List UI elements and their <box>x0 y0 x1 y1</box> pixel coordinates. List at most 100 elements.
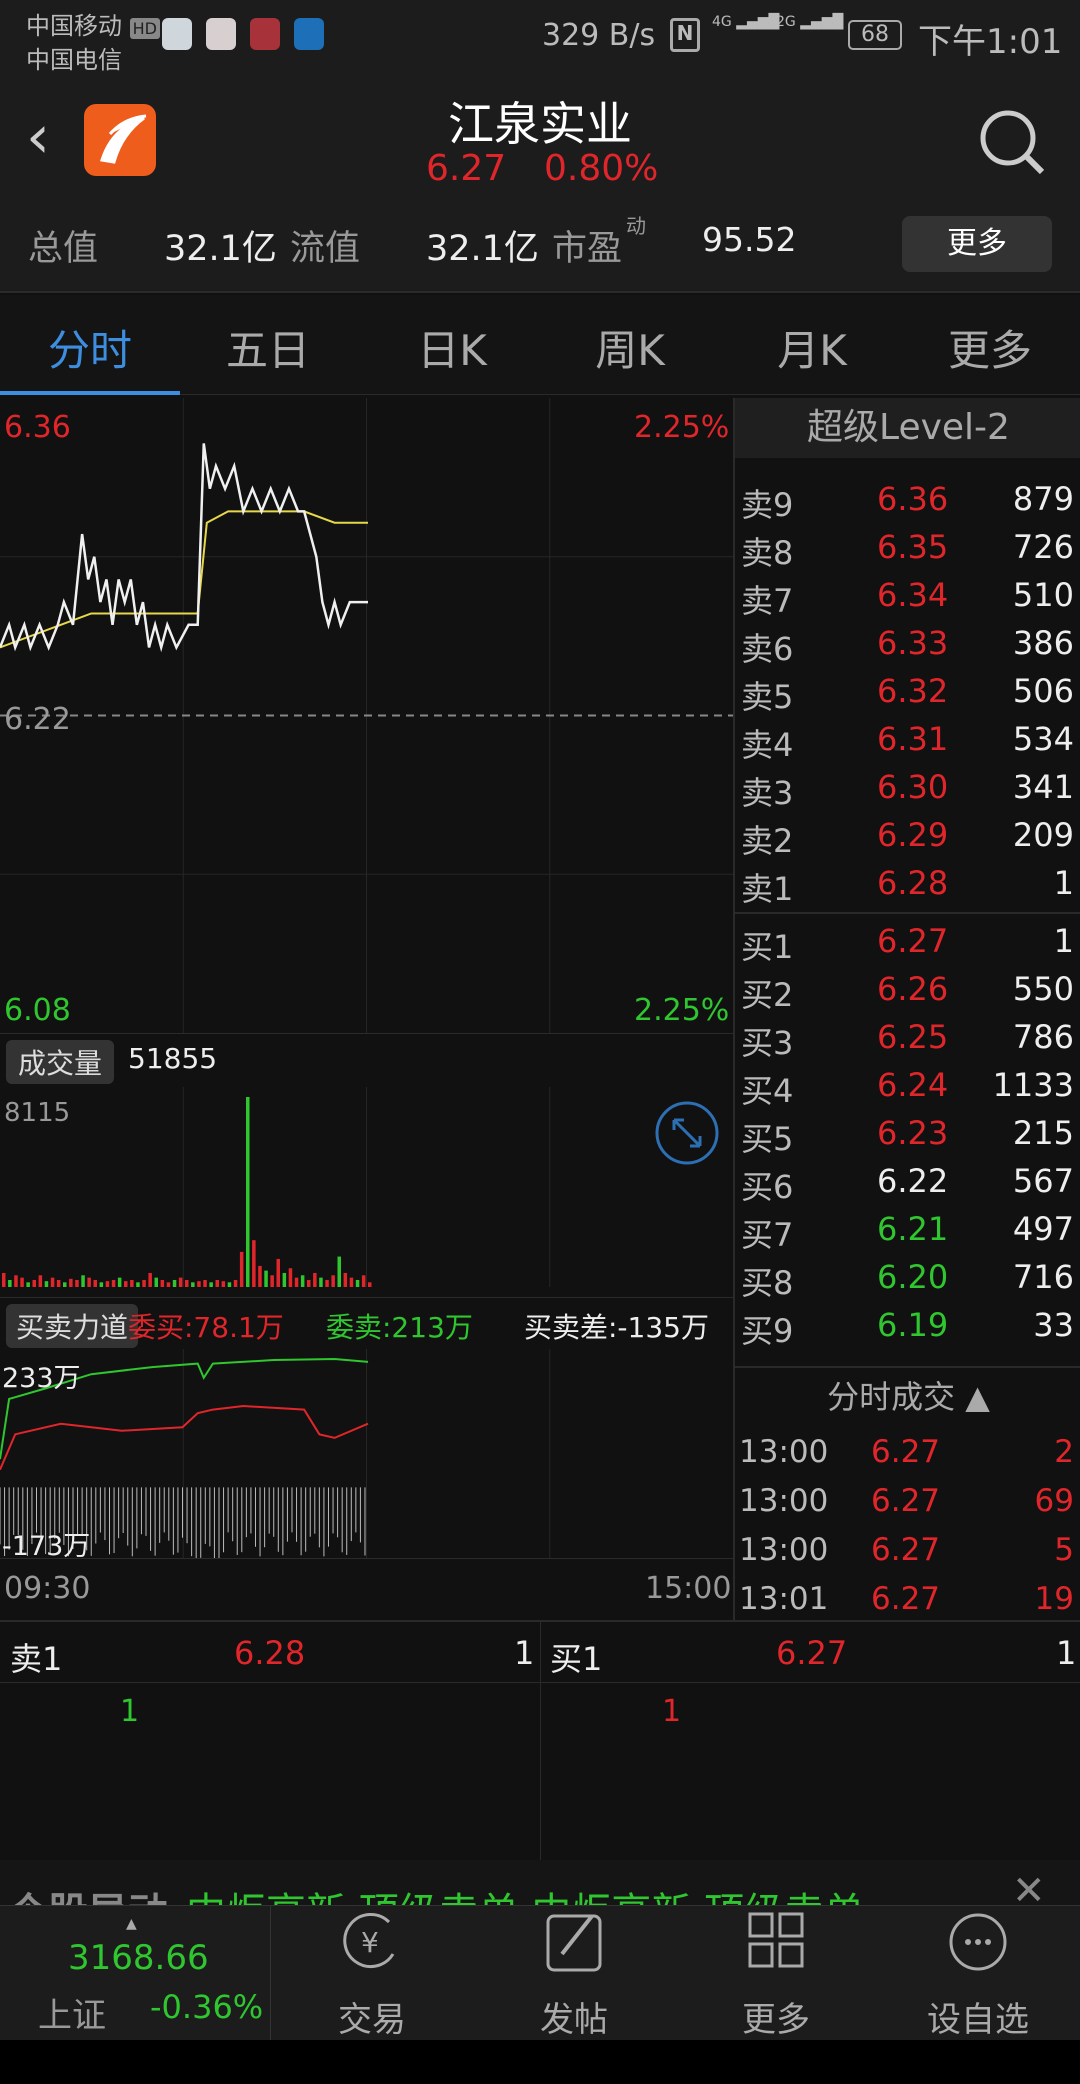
ask-level[interactable]: 卖6 6.33 386 <box>733 620 1080 668</box>
level-price: 6.34 <box>877 576 949 614</box>
level-price: 6.36 <box>877 480 949 518</box>
volume-bar <box>227 1282 232 1287</box>
level-volume: 567 <box>1012 1162 1074 1200</box>
bid-level[interactable]: 买2 6.26 550 <box>733 966 1080 1014</box>
volume-bar <box>209 1282 213 1287</box>
nfc-icon: N <box>670 18 700 52</box>
trades-header[interactable]: 分时成交 ▲ <box>827 1378 990 1416</box>
battery-icon: 68 <box>848 20 902 50</box>
volume-bar <box>105 1281 110 1287</box>
volume-bar <box>233 1279 238 1287</box>
bid-level[interactable]: 买5 6.23 215 <box>733 1110 1080 1158</box>
book-divider <box>735 912 1080 914</box>
news-ticker[interactable]: 个股异动 中炬高新 顶级卖单 中炬高新 顶级卖单 ✕ <box>0 1860 1080 1908</box>
force-tag[interactable]: 买卖力道 <box>6 1304 139 1348</box>
ask-level[interactable]: 卖9 6.36 879 <box>733 476 1080 524</box>
volume-bar <box>50 1277 55 1287</box>
level-volume: 209 <box>1012 816 1074 854</box>
volume-bar <box>221 1281 226 1287</box>
level-label: 买7 <box>741 1216 794 1254</box>
nav-more[interactable]: 更多 <box>676 1910 876 2041</box>
stock-header: ‹ 江泉实业 6.27 0.80% 总值 32.1亿 流值 32.1亿 市盈 动… <box>0 80 1080 293</box>
volume-bar <box>44 1281 49 1287</box>
index-widget[interactable]: ▲ 3168.66 上证 -0.36% <box>0 1906 270 2041</box>
app-logo <box>84 104 156 176</box>
back-icon[interactable]: ‹ <box>26 102 50 172</box>
level-volume: 534 <box>1012 720 1074 758</box>
jd-notification-icon <box>206 18 236 50</box>
volume-bar <box>87 1277 91 1287</box>
queue-sell-price: 6.28 <box>234 1634 306 1672</box>
ask-level[interactable]: 卖7 6.34 510 <box>733 572 1080 620</box>
ask-level[interactable]: 卖3 6.30 341 <box>733 764 1080 812</box>
level-label: 买1 <box>741 928 794 966</box>
level-volume: 879 <box>1012 480 1074 518</box>
more-button[interactable]: 更多 <box>902 216 1052 272</box>
trade-price: 6.27 <box>871 1581 941 1617</box>
bid-level[interactable]: 买8 6.20 716 <box>733 1254 1080 1302</box>
ask-level[interactable]: 卖5 6.32 506 <box>733 668 1080 716</box>
queue-sell-label: 卖1 <box>10 1640 63 1678</box>
level2-header[interactable]: 超级Level-2 <box>735 398 1080 458</box>
volume-bar <box>38 1275 43 1287</box>
price-label-top: 6.36 <box>4 410 71 445</box>
nav-post[interactable]: 发帖 <box>474 1910 674 2041</box>
bid-level[interactable]: 买4 6.24 1133 <box>733 1062 1080 1110</box>
bid-level[interactable]: 买6 6.22 567 <box>733 1158 1080 1206</box>
nav-trade[interactable]: ¥ 交易 <box>272 1910 472 2041</box>
tab-more[interactable]: 更多 <box>947 326 1032 375</box>
queue-buy-vol: 1 <box>1056 1634 1077 1672</box>
volume-tag[interactable]: 成交量 <box>6 1040 115 1084</box>
more-circle-icon <box>949 1913 1007 1971</box>
level-price: 6.25 <box>877 1018 949 1056</box>
time-end: 15:00 <box>645 1571 732 1606</box>
volume-bar <box>264 1270 268 1287</box>
nav-add-watchlist[interactable]: 设自选 <box>878 1910 1078 2041</box>
tab-daily-k[interactable]: 日K <box>417 326 487 375</box>
queue-buy-price: 6.27 <box>776 1634 848 1672</box>
tab-monthly-k[interactable]: 月K <box>777 326 847 375</box>
bid-level[interactable]: 买1 6.27 1 <box>733 918 1080 966</box>
level-price: 6.33 <box>877 624 949 662</box>
level-volume: 1133 <box>992 1066 1074 1104</box>
trade-volume: 69 <box>1034 1483 1074 1519</box>
bid-level[interactable]: 买9 6.19 33 <box>733 1302 1080 1350</box>
ask-level[interactable]: 卖1 6.28 1 <box>733 860 1080 908</box>
level-price: 6.31 <box>877 720 949 758</box>
force-max-label: 233万 <box>2 1363 81 1394</box>
volume-bar <box>313 1272 317 1287</box>
intraday-price-chart[interactable] <box>0 398 733 1033</box>
ask-total: 委卖:213万 <box>326 1311 473 1344</box>
ask-level[interactable]: 卖2 6.29 209 <box>733 812 1080 860</box>
volume-bar <box>191 1282 195 1287</box>
bid-total: 委买:78.1万 <box>128 1311 284 1344</box>
carrier-2: 中国电信 <box>26 46 122 74</box>
ask-level[interactable]: 卖4 6.31 534 <box>733 716 1080 764</box>
tab-intraday[interactable]: 分时 <box>47 326 132 375</box>
bid-level[interactable]: 买3 6.25 786 <box>733 1014 1080 1062</box>
bid-level[interactable]: 买7 6.21 497 <box>733 1206 1080 1254</box>
index-name: 上证 <box>38 1996 106 2036</box>
close-ticker-icon[interactable]: ✕ <box>1012 1868 1046 1908</box>
search-icon[interactable] <box>978 108 1048 178</box>
ask-level[interactable]: 卖8 6.35 726 <box>733 524 1080 572</box>
active-tab-indicator <box>0 391 180 395</box>
level-label: 卖3 <box>741 774 794 812</box>
level-label: 买3 <box>741 1024 794 1062</box>
volume-bar <box>136 1282 140 1287</box>
volume-bar <box>75 1279 79 1287</box>
expand-icon[interactable] <box>654 1100 720 1166</box>
level-price: 6.29 <box>877 816 949 854</box>
volume-bar <box>319 1277 323 1287</box>
volume-max-label: 8115 <box>4 1098 71 1128</box>
trade-time: 13:00 <box>739 1483 829 1519</box>
trade-time: 13:01 <box>739 1581 829 1617</box>
volume-bar <box>185 1279 189 1287</box>
level-volume: 510 <box>1012 576 1074 614</box>
tab-weekly-k[interactable]: 周K <box>595 326 665 375</box>
level-label: 卖4 <box>741 726 794 764</box>
level-price: 6.21 <box>877 1210 949 1248</box>
signal-2g-icon: 2G ▂▄▆█ <box>776 14 844 30</box>
trade-price: 6.27 <box>871 1434 941 1470</box>
tab-five-day[interactable]: 五日 <box>225 326 310 375</box>
